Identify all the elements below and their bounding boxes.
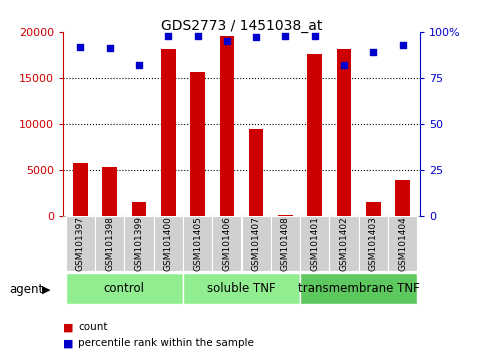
Bar: [102, 167, 117, 216]
Text: GSM101407: GSM101407: [252, 216, 261, 271]
Bar: [271, 216, 300, 271]
Text: GSM101401: GSM101401: [310, 216, 319, 271]
Bar: [66, 216, 95, 271]
Bar: [388, 216, 417, 271]
Point: [340, 62, 348, 68]
Bar: [190, 72, 205, 216]
Bar: [395, 180, 410, 216]
Point: [194, 33, 201, 38]
Text: transmembrane TNF: transmembrane TNF: [298, 282, 420, 295]
Text: GDS2773 / 1451038_at: GDS2773 / 1451038_at: [161, 19, 322, 34]
Text: GSM101397: GSM101397: [76, 216, 85, 271]
Bar: [95, 216, 124, 271]
Point: [252, 35, 260, 40]
Bar: [307, 54, 322, 216]
Text: ■: ■: [63, 338, 73, 348]
Bar: [183, 273, 300, 304]
Bar: [183, 216, 212, 271]
Text: GSM101406: GSM101406: [222, 216, 231, 271]
Text: GSM101398: GSM101398: [105, 216, 114, 271]
Point: [164, 33, 172, 38]
Point: [135, 62, 143, 68]
Point: [399, 42, 407, 47]
Point: [311, 33, 319, 38]
Text: GSM101404: GSM101404: [398, 216, 407, 271]
Text: GSM101405: GSM101405: [193, 216, 202, 271]
Text: GSM101399: GSM101399: [134, 216, 143, 271]
Bar: [366, 202, 381, 216]
Text: ■: ■: [63, 322, 73, 332]
Text: GSM101403: GSM101403: [369, 216, 378, 271]
Text: GSM101402: GSM101402: [340, 216, 349, 271]
Point: [369, 49, 377, 55]
Bar: [161, 49, 176, 216]
Point: [76, 44, 84, 50]
Point: [282, 33, 289, 38]
Bar: [300, 273, 417, 304]
Bar: [124, 216, 154, 271]
Bar: [154, 216, 183, 271]
Text: agent: agent: [10, 283, 44, 296]
Point: [223, 38, 231, 44]
Bar: [249, 129, 263, 216]
Bar: [220, 35, 234, 216]
Bar: [359, 216, 388, 271]
Bar: [242, 216, 271, 271]
Text: GSM101400: GSM101400: [164, 216, 173, 271]
Text: percentile rank within the sample: percentile rank within the sample: [78, 338, 254, 348]
Bar: [73, 162, 88, 216]
Bar: [337, 49, 351, 216]
Bar: [66, 273, 183, 304]
Text: GSM101408: GSM101408: [281, 216, 290, 271]
Bar: [278, 215, 293, 216]
Text: ▶: ▶: [42, 284, 50, 294]
Point: [106, 46, 114, 51]
Bar: [132, 202, 146, 216]
Bar: [329, 216, 359, 271]
Bar: [212, 216, 242, 271]
Text: count: count: [78, 322, 108, 332]
Text: control: control: [104, 282, 145, 295]
Bar: [300, 216, 329, 271]
Text: soluble TNF: soluble TNF: [207, 282, 276, 295]
